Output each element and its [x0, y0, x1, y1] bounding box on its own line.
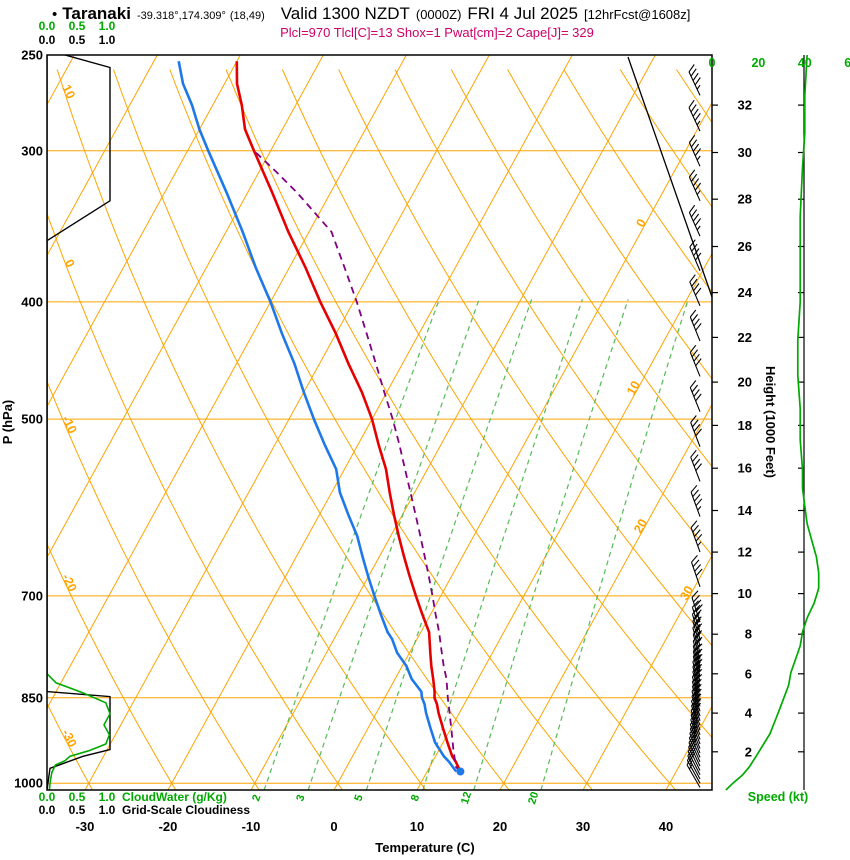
cloud-water-curve [47, 55, 111, 790]
svg-text:Height (1000 Feet): Height (1000 Feet) [763, 366, 778, 478]
svg-text:-20: -20 [59, 572, 80, 594]
svg-text:24: 24 [738, 285, 753, 300]
svg-text:0.0: 0.0 [39, 803, 56, 817]
surface-point [456, 767, 465, 776]
svg-text:30: 30 [576, 819, 590, 834]
svg-text:0.0: 0.0 [39, 33, 56, 47]
svg-text:4: 4 [745, 706, 753, 721]
svg-text:20: 20 [751, 56, 765, 70]
svg-text:1.0: 1.0 [99, 790, 116, 804]
plot-frame [46, 54, 713, 791]
svg-text:26: 26 [738, 239, 752, 254]
svg-text:20: 20 [526, 790, 541, 805]
svg-text:8: 8 [745, 627, 752, 642]
station-grid-ref: (18,49) [229, 10, 265, 22]
temperature-curve [235, 61, 462, 773]
svg-text:400: 400 [21, 294, 43, 309]
svg-text:14: 14 [738, 503, 753, 518]
svg-text:Speed (kt): Speed (kt) [748, 790, 808, 804]
svg-text:10: 10 [738, 586, 752, 601]
svg-text:12: 12 [459, 790, 474, 805]
svg-text:1.0: 1.0 [99, 33, 116, 47]
svg-text:40: 40 [798, 56, 812, 70]
svg-text:850: 850 [21, 690, 43, 705]
chart-header: • Taranaki -39.318°,174.309° (18,49) Val… [52, 4, 690, 24]
valid-time-label: Valid 1300 NZDT [280, 4, 410, 23]
svg-text:2: 2 [745, 744, 752, 759]
svg-text:0: 0 [633, 217, 649, 230]
svg-text:30: 30 [738, 145, 752, 160]
svg-text:30: 30 [677, 584, 696, 603]
valid-utc-label: (0000Z) [415, 7, 462, 22]
svg-text:-30: -30 [76, 819, 95, 834]
svg-text:-10: -10 [242, 819, 261, 834]
wind-barbs [686, 64, 703, 788]
svg-text:8: 8 [409, 793, 422, 803]
valid-date-label: FRI 4 Jul 2025 [467, 4, 578, 23]
svg-text:12: 12 [738, 545, 752, 560]
svg-text:Grid-Scale Cloudiness: Grid-Scale Cloudiness [122, 803, 250, 817]
svg-text:10: 10 [410, 819, 424, 834]
svg-text:40: 40 [659, 819, 673, 834]
svg-text:5: 5 [353, 793, 366, 803]
dewpoint-curve [177, 61, 458, 773]
svg-text:1000: 1000 [14, 776, 43, 791]
cloudiness-curve [47, 55, 111, 790]
station-bullet-icon: • [52, 6, 58, 23]
svg-text:700: 700 [21, 588, 43, 603]
svg-text:500: 500 [21, 412, 43, 427]
cloud-profiles [47, 55, 111, 790]
svg-text:0.0: 0.0 [39, 790, 56, 804]
svg-text:10: 10 [59, 82, 78, 101]
forecast-lead-label: [12hrFcst@1608z] [583, 7, 691, 22]
wind-speed-curve [725, 54, 820, 791]
svg-text:20: 20 [631, 517, 650, 536]
svg-text:3: 3 [294, 793, 307, 803]
station-name: Taranaki [62, 4, 131, 23]
svg-text:250: 250 [21, 48, 43, 63]
station-coords: -39.318°,174.309° [136, 10, 226, 22]
svg-text:0.5: 0.5 [69, 803, 86, 817]
svg-text:2: 2 [250, 793, 263, 803]
svg-text:-20: -20 [159, 819, 178, 834]
svg-text:Temperature (C): Temperature (C) [375, 840, 474, 855]
svg-text:20: 20 [738, 375, 752, 390]
svg-text:32: 32 [738, 98, 752, 113]
svg-text:22: 22 [738, 330, 752, 345]
svg-text:10: 10 [624, 379, 643, 398]
svg-text:20: 20 [493, 819, 507, 834]
wind-speed-panel: 0 20 40 60 Speed (kt) [709, 54, 850, 804]
svg-text:1.0: 1.0 [99, 803, 116, 817]
svg-text:16: 16 [738, 461, 752, 476]
svg-text:300: 300 [21, 143, 43, 158]
sounding-curves [177, 61, 465, 776]
svg-text:1.0: 1.0 [99, 19, 116, 33]
svg-text:-30: -30 [59, 727, 80, 749]
svg-text:P (hPa): P (hPa) [0, 400, 15, 445]
sounding-indices-line: Plcl=970 Tlcl[C]=13 Shox=1 Pwat[cm]=2 Ca… [280, 25, 594, 40]
svg-text:0.0: 0.0 [39, 19, 56, 33]
svg-text:0.5: 0.5 [69, 790, 86, 804]
parcel-curve [253, 150, 462, 773]
svg-text:0: 0 [330, 819, 337, 834]
svg-text:28: 28 [738, 192, 752, 207]
svg-text:0: 0 [709, 56, 716, 70]
svg-text:CloudWater (g/Kg): CloudWater (g/Kg) [122, 790, 227, 804]
svg-text:18: 18 [738, 418, 752, 433]
cloud-scales: 0.00.00.00.00.50.50.50.51.01.01.01.0Clou… [39, 19, 251, 817]
skewt-grid [47, 55, 712, 790]
svg-text:0.5: 0.5 [69, 33, 86, 47]
svg-text:0.5: 0.5 [69, 19, 86, 33]
svg-text:60: 60 [844, 56, 850, 70]
svg-text:6: 6 [745, 666, 752, 681]
